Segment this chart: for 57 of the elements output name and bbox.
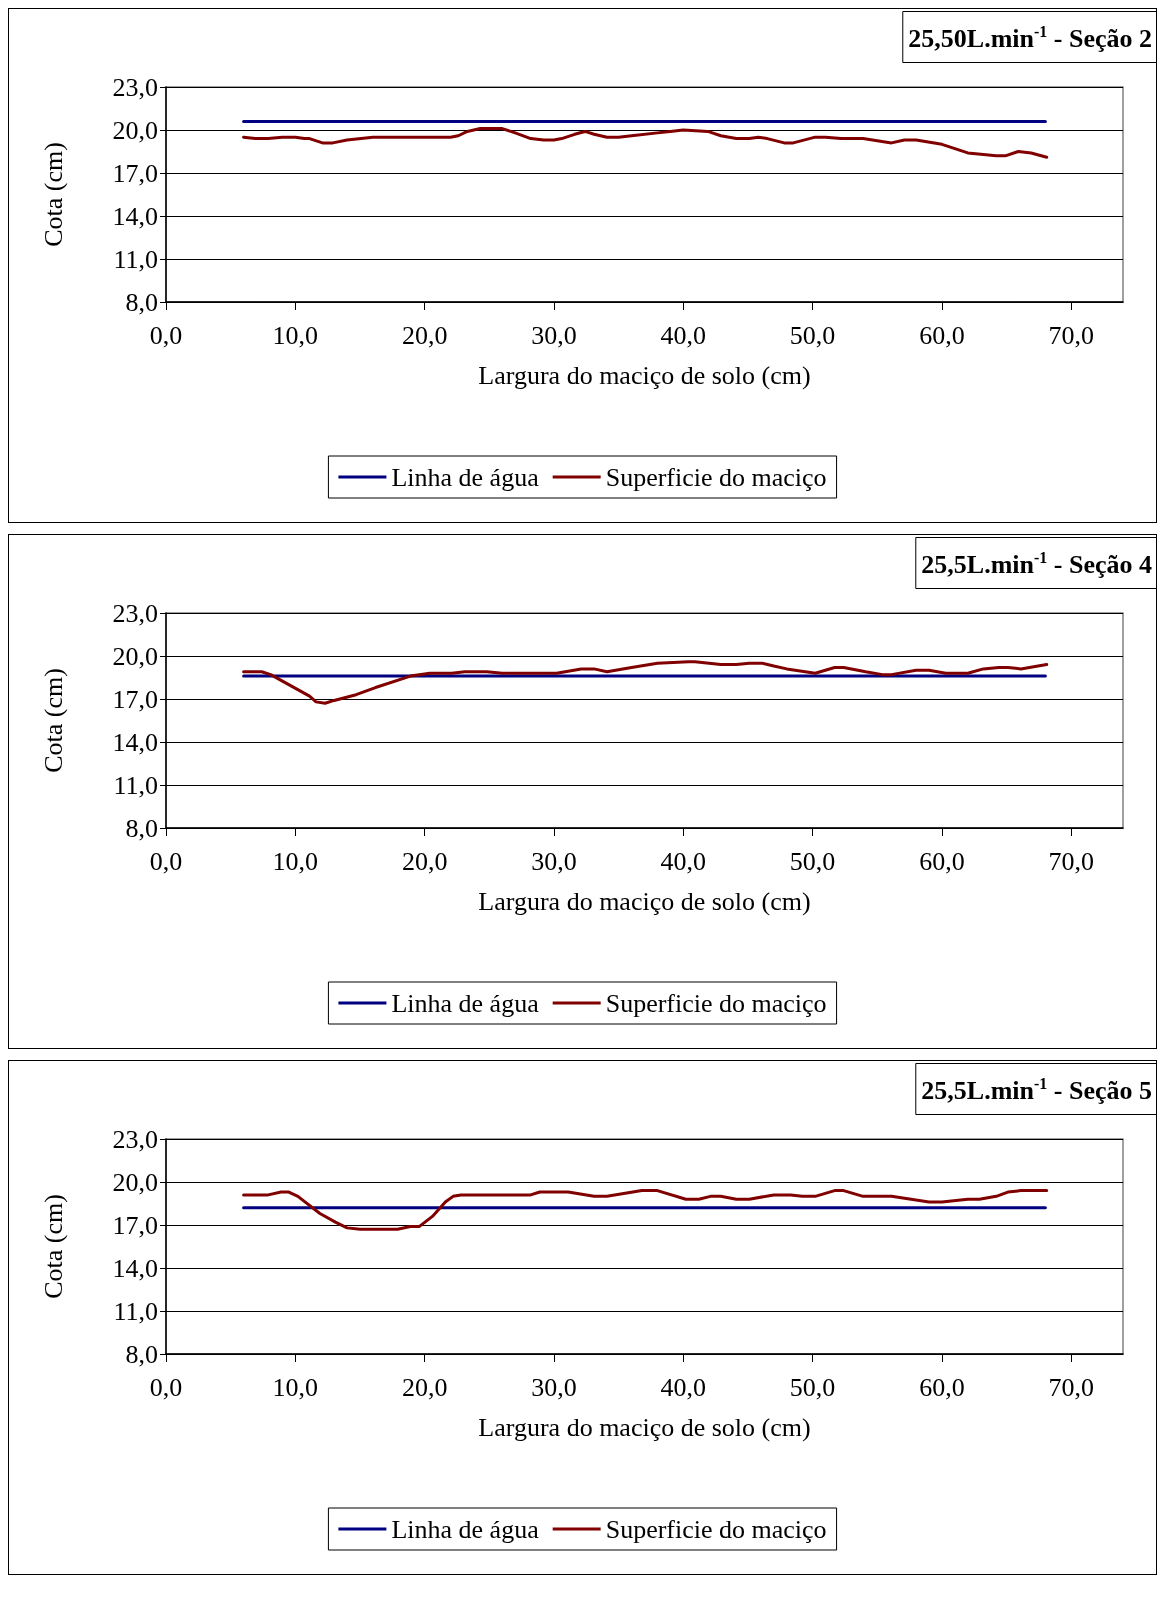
x-tick-label: 60,0 — [919, 1372, 965, 1402]
x-tick-label: 10,0 — [272, 846, 319, 876]
legend-label: Linha de água — [391, 1514, 540, 1544]
line-series — [242, 660, 1049, 705]
y-tick-label: 11,0 — [113, 770, 158, 800]
y-tick-label: 11,0 — [113, 244, 158, 274]
x-tick-label: 40,0 — [660, 1372, 707, 1402]
legend-label: Linha de água — [391, 988, 540, 1018]
x-tick-label: 20,0 — [401, 846, 448, 876]
x-tick-label: 50,0 — [789, 1372, 836, 1402]
x-tick-label: 70,0 — [1048, 320, 1095, 350]
x-tick-label: 20,0 — [401, 320, 448, 350]
x-tick-label: 50,0 — [789, 320, 836, 350]
y-tick-label: 20,0 — [112, 115, 158, 145]
x-axis-title: Largura do maciço de solo (cm) — [478, 1412, 811, 1442]
legend-label: Linha de água — [391, 462, 540, 492]
legend-label: Superficie do maciço — [605, 1514, 827, 1544]
y-tick-label: 11,0 — [113, 1296, 158, 1326]
x-tick-label: 40,0 — [660, 846, 707, 876]
y-tick-label: 8,0 — [125, 813, 158, 843]
y-tick-label: 23,0 — [112, 1124, 158, 1154]
y-tick-label: 17,0 — [112, 1210, 158, 1240]
line-series — [242, 1189, 1049, 1231]
x-tick-label: 10,0 — [272, 1372, 319, 1402]
x-tick-label: 60,0 — [919, 320, 965, 350]
x-tick-label: 60,0 — [919, 846, 965, 876]
x-tick-label: 70,0 — [1048, 846, 1095, 876]
x-tick-label: 0,0 — [149, 1372, 183, 1402]
x-tick-label: 0,0 — [149, 320, 183, 350]
x-tick-label: 70,0 — [1048, 1372, 1095, 1402]
x-tick-label: 0,0 — [149, 846, 183, 876]
y-axis-title: Cota (cm) — [38, 142, 68, 247]
x-tick-label: 40,0 — [660, 320, 707, 350]
y-tick-label: 14,0 — [112, 1253, 158, 1283]
y-tick-label: 23,0 — [112, 72, 158, 102]
x-tick-label: 30,0 — [531, 320, 577, 350]
y-tick-label: 23,0 — [112, 598, 158, 628]
y-axis-title: Cota (cm) — [38, 668, 68, 773]
y-tick-label: 20,0 — [112, 641, 158, 671]
y-tick-label: 17,0 — [112, 684, 158, 714]
legend-label: Superficie do maciço — [605, 462, 827, 492]
x-axis-title: Largura do maciço de solo (cm) — [478, 360, 811, 390]
line-series — [242, 127, 1049, 159]
x-tick-label: 30,0 — [531, 846, 577, 876]
y-axis-title: Cota (cm) — [38, 1194, 68, 1299]
legend-label: Superficie do maciço — [605, 988, 827, 1018]
x-tick-label: 50,0 — [789, 846, 836, 876]
x-tick-label: 20,0 — [401, 1372, 448, 1402]
x-tick-label: 30,0 — [531, 1372, 577, 1402]
y-tick-label: 8,0 — [125, 287, 158, 317]
y-tick-label: 8,0 — [125, 1339, 158, 1369]
y-tick-label: 14,0 — [112, 201, 158, 231]
x-axis-title: Largura do maciço de solo (cm) — [478, 886, 811, 916]
y-tick-label: 14,0 — [112, 727, 158, 757]
y-tick-label: 20,0 — [112, 1167, 158, 1197]
y-tick-label: 17,0 — [112, 158, 158, 188]
x-tick-label: 10,0 — [272, 320, 319, 350]
